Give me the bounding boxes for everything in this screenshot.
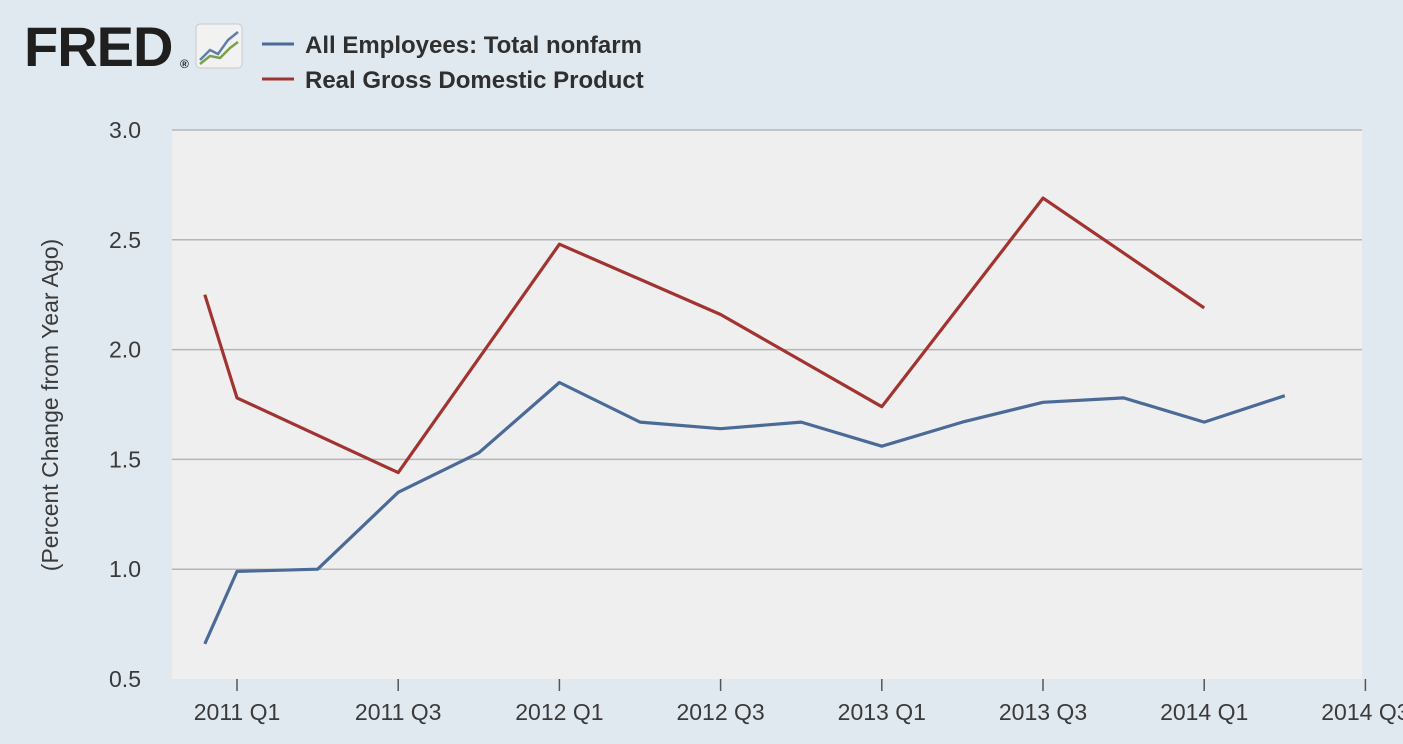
x-tick-label: 2013 Q3 <box>999 699 1087 725</box>
series-line-employment <box>203 380 1286 645</box>
legend: All Employees: Total nonfarm Real Gross … <box>262 32 644 94</box>
x-tick-label: 2012 Q3 <box>676 699 764 725</box>
y-tick-label: 2.0 <box>109 337 141 363</box>
legend-item-gdp[interactable]: Real Gross Domestic Product <box>262 67 644 94</box>
legend-label-gdp: Real Gross Domestic Product <box>305 67 644 94</box>
x-tick-label: 2011 Q3 <box>355 699 442 725</box>
x-tick-label: 2011 Q1 <box>194 699 281 725</box>
y-tick-label: 3.0 <box>109 117 141 143</box>
y-axis-title: (Percent Change from Year Ago) <box>37 239 63 571</box>
series-line-gdp <box>203 196 1206 475</box>
x-tick-label: 2014 Q3 <box>1321 699 1403 725</box>
x-tick-label: 2014 Q1 <box>1160 699 1248 725</box>
x-tick-label: 2013 Q1 <box>838 699 926 725</box>
fred-graph-icon <box>195 23 243 69</box>
x-axis-ticks: 2011 Q1 2011 Q3 2012 Q1 2012 Q3 2013 Q1 2013 … <box>194 679 1403 725</box>
y-tick-label: 1.5 <box>109 446 141 472</box>
plot-area <box>172 130 1362 679</box>
y-tick-label: 0.5 <box>109 666 141 692</box>
y-axis-ticks: 0.5 1.0 1.5 2.0 2.5 3.0 <box>109 117 141 692</box>
x-tick-label: 2012 Q1 <box>515 699 603 725</box>
y-tick-label: 2.5 <box>109 227 141 253</box>
legend-item-employment[interactable]: All Employees: Total nonfarm <box>262 32 642 59</box>
registered-mark: ® <box>180 57 189 71</box>
y-tick-label: 1.0 <box>109 556 141 582</box>
series-lines <box>203 196 1286 645</box>
fred-logo: FRED ® <box>24 15 243 78</box>
legend-label-employment: All Employees: Total nonfarm <box>305 32 642 59</box>
fred-logo-text: FRED <box>24 15 172 78</box>
